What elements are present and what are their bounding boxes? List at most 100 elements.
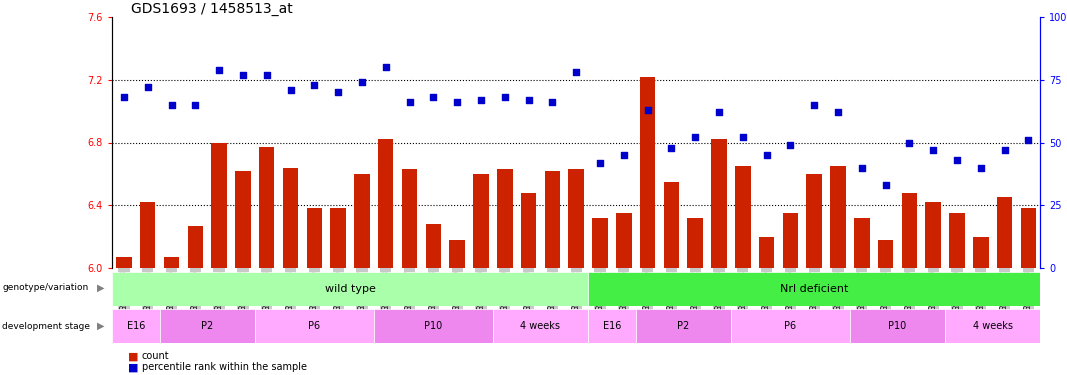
Point (378, 64, 395, 70)
Point (520, 97, 537, 103)
Bar (664, 182, 679, 268)
Bar (1021, 209, 1036, 268)
Bar (259, 147, 274, 268)
Text: P6: P6 (784, 321, 796, 331)
Bar (331, 209, 346, 268)
Text: count: count (142, 351, 170, 361)
Text: wild type: wild type (324, 284, 376, 294)
Text: ■: ■ (128, 363, 139, 372)
Bar (973, 237, 988, 268)
Bar (731, 309, 850, 343)
Bar (640, 76, 655, 268)
Bar (902, 193, 918, 268)
Bar (592, 218, 608, 268)
Text: P2: P2 (201, 321, 213, 331)
Point (687, 135, 704, 141)
Bar (636, 309, 731, 343)
Point (544, 99, 561, 105)
Point (639, 107, 656, 113)
Bar (426, 224, 441, 268)
Point (282, 87, 299, 93)
Text: ▶: ▶ (97, 283, 105, 293)
Point (401, 99, 418, 105)
Text: P6: P6 (308, 321, 320, 331)
Bar (188, 226, 203, 268)
Text: percentile rank within the sample: percentile rank within the sample (142, 363, 307, 372)
Point (425, 94, 442, 100)
Point (448, 99, 465, 105)
Bar (544, 171, 560, 268)
Point (235, 72, 252, 78)
Point (663, 144, 680, 150)
Point (711, 110, 728, 116)
Point (210, 67, 227, 73)
Bar (850, 309, 945, 343)
Bar (378, 140, 394, 268)
Point (258, 72, 275, 78)
Bar (997, 198, 1013, 268)
Bar (759, 237, 775, 268)
Bar (735, 166, 750, 268)
Bar (588, 272, 1040, 306)
Bar (497, 169, 512, 268)
Point (925, 147, 942, 153)
Point (877, 182, 894, 188)
Point (901, 140, 918, 146)
Bar (354, 174, 369, 268)
Bar (112, 309, 160, 343)
Bar (235, 171, 251, 268)
Bar (925, 202, 941, 268)
Bar (474, 174, 489, 268)
Point (997, 147, 1014, 153)
Bar (588, 309, 636, 343)
Bar (783, 213, 798, 268)
Bar (878, 240, 893, 268)
Bar (140, 202, 156, 268)
Bar (255, 309, 373, 343)
Bar (211, 142, 227, 268)
Point (139, 84, 156, 90)
Text: Nrl deficient: Nrl deficient (780, 284, 848, 294)
Point (163, 102, 180, 108)
Text: E16: E16 (603, 321, 621, 331)
Point (1020, 137, 1037, 143)
Point (591, 160, 608, 166)
Point (306, 82, 323, 88)
Point (496, 94, 513, 100)
Bar (306, 209, 322, 268)
Point (115, 94, 132, 100)
Text: ▶: ▶ (97, 321, 105, 331)
Text: genotype/variation: genotype/variation (2, 284, 89, 292)
Text: 4 weeks: 4 weeks (973, 321, 1013, 331)
Point (782, 142, 799, 148)
Point (473, 97, 490, 103)
Bar (616, 213, 632, 268)
Bar (402, 169, 417, 268)
Bar (116, 257, 131, 268)
Bar (569, 169, 584, 268)
Point (330, 89, 347, 95)
Text: P10: P10 (889, 321, 907, 331)
Bar (830, 166, 846, 268)
Bar (807, 174, 822, 268)
Point (758, 152, 775, 158)
Bar (950, 213, 965, 268)
Bar (164, 257, 179, 268)
Bar (945, 309, 1040, 343)
Point (829, 110, 846, 116)
Bar (854, 218, 870, 268)
Bar (521, 193, 537, 268)
Text: GDS1693 / 1458513_at: GDS1693 / 1458513_at (130, 2, 292, 16)
Text: P2: P2 (678, 321, 689, 331)
Point (806, 102, 823, 108)
Bar (373, 309, 493, 343)
Point (187, 102, 204, 108)
Text: ■: ■ (128, 351, 139, 361)
Point (353, 79, 370, 85)
Point (949, 157, 966, 163)
Bar (493, 309, 588, 343)
Text: E16: E16 (127, 321, 145, 331)
Bar (687, 218, 703, 268)
Point (854, 165, 871, 171)
Point (734, 135, 751, 141)
